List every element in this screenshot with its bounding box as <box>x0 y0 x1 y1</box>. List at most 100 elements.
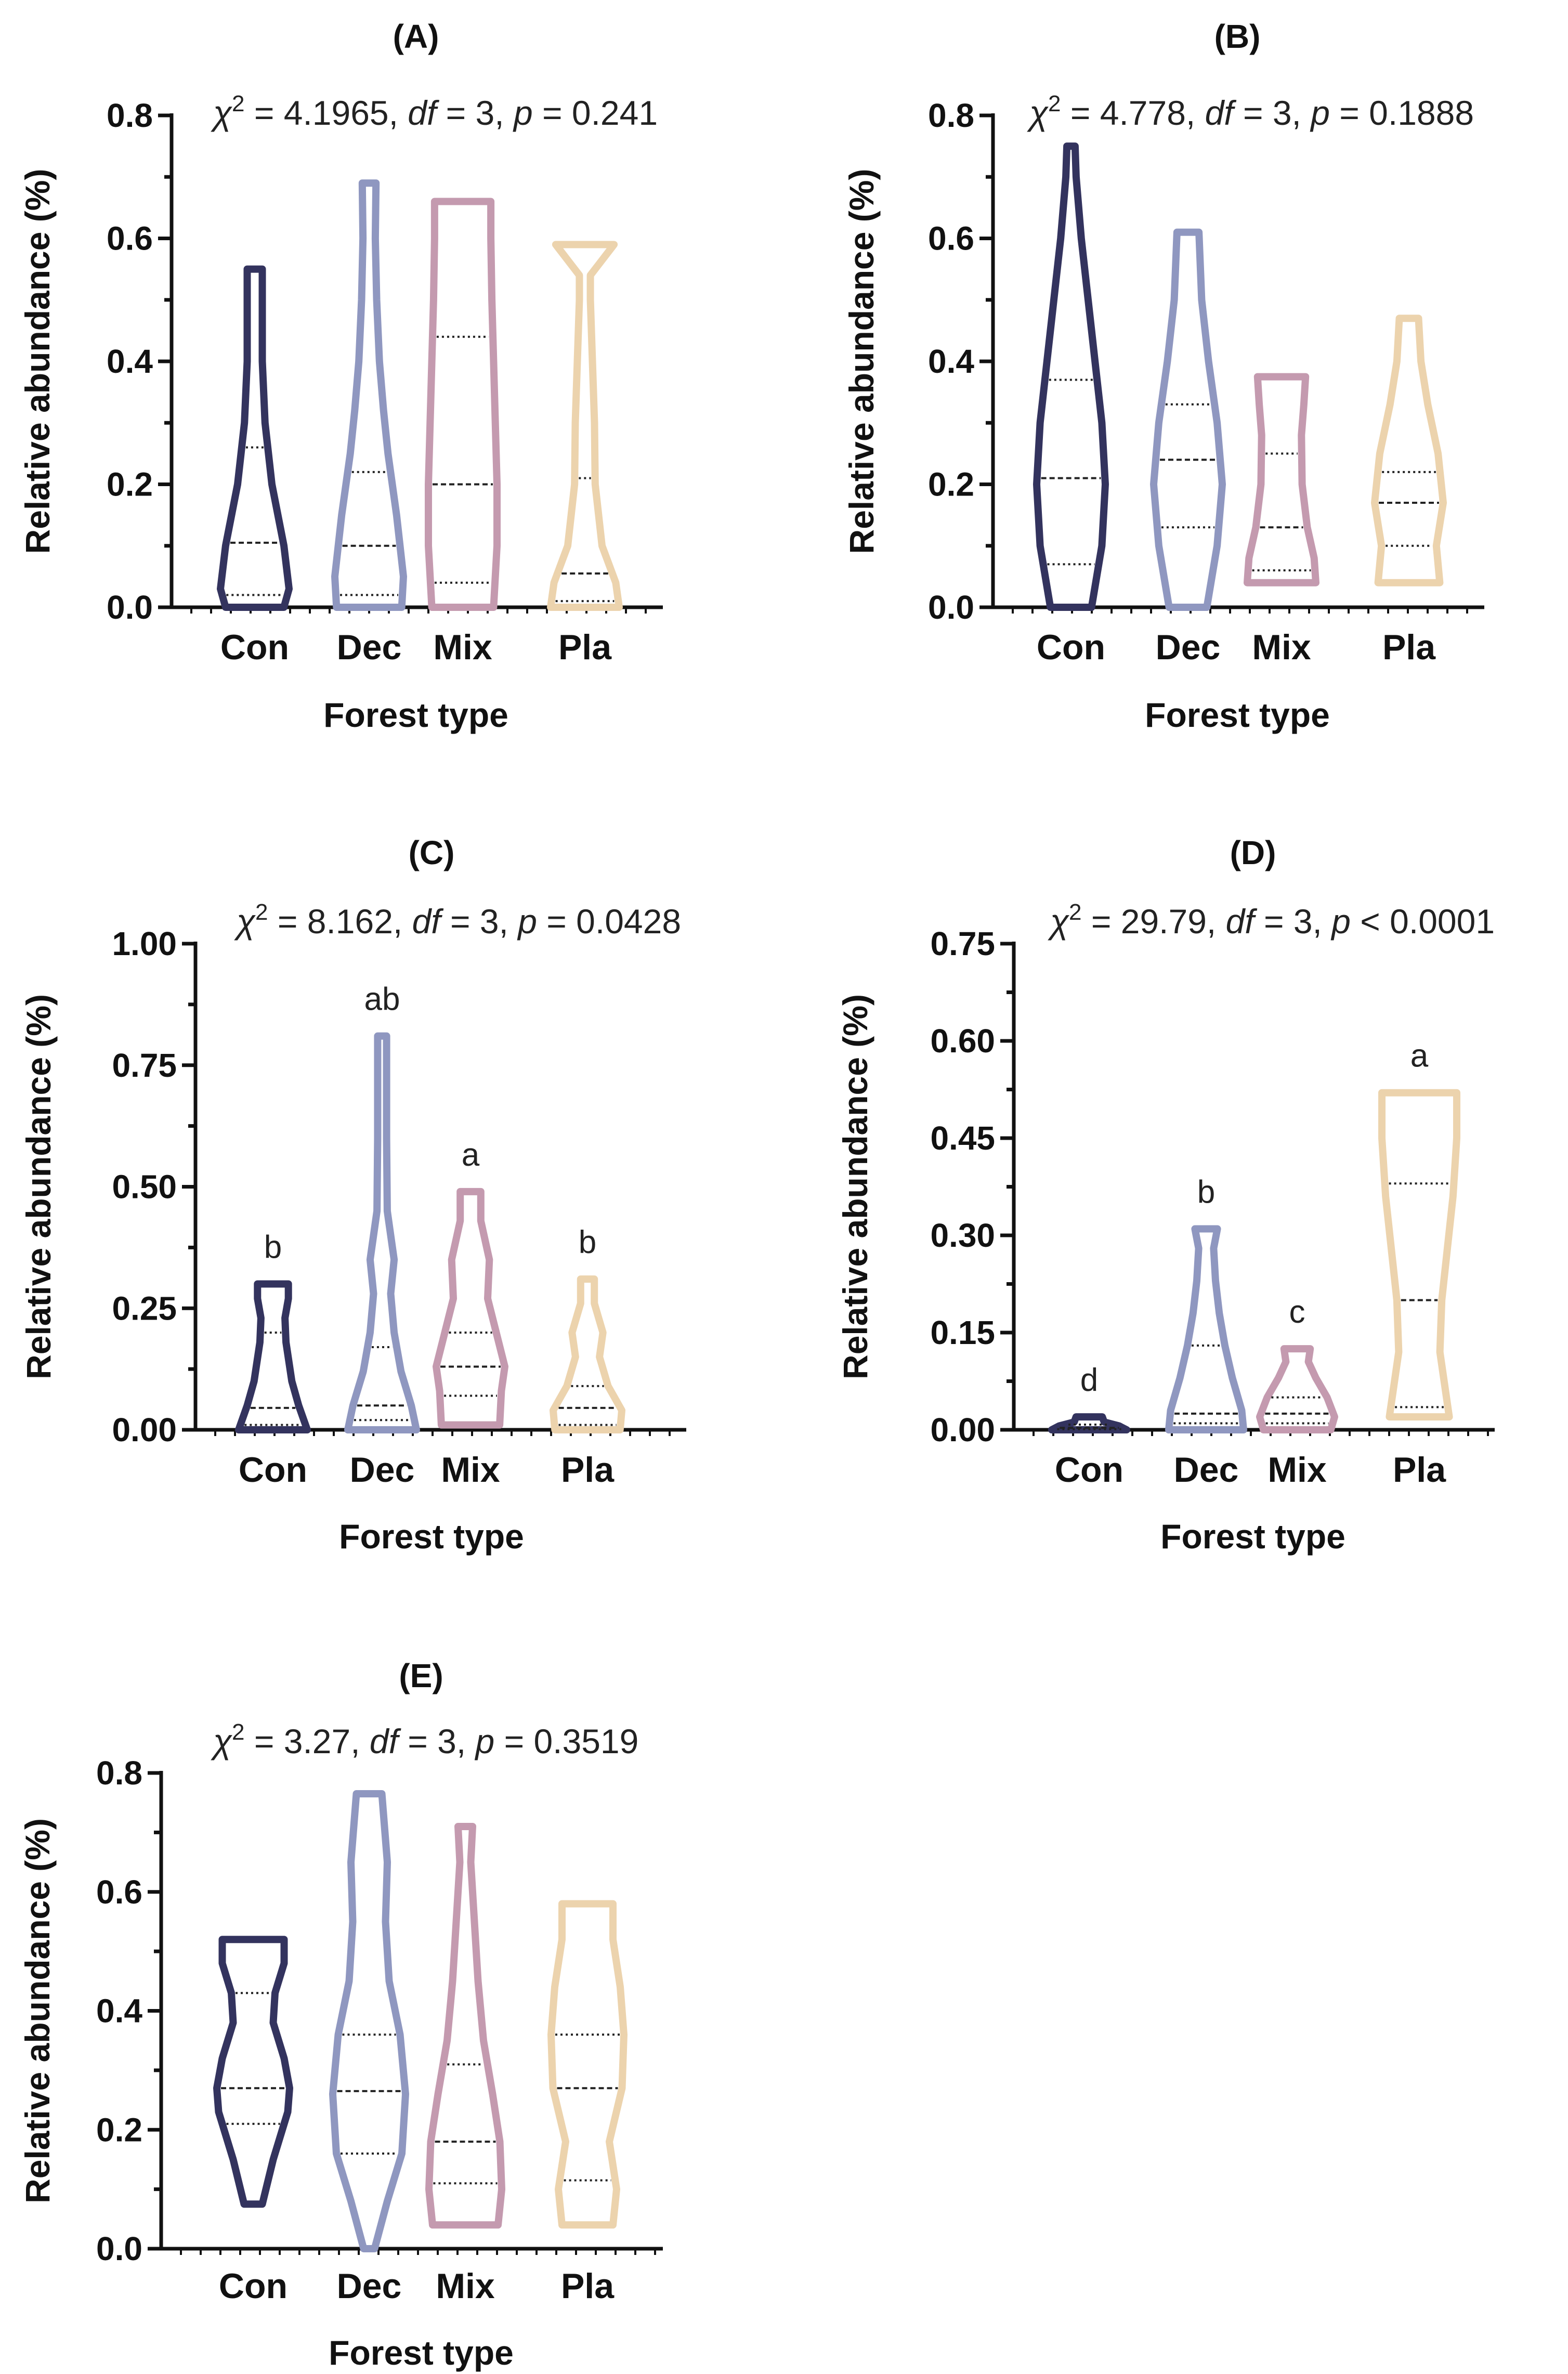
violin-outline <box>547 241 623 611</box>
y-axis-label: Relative abundance (%) <box>19 994 58 1379</box>
violin-outline <box>344 1032 420 1433</box>
significance-letter: d <box>1080 1362 1098 1398</box>
violin-outline <box>550 1275 625 1433</box>
y-tick-label: 0.30 <box>930 1217 995 1254</box>
x-tick-label: Con <box>220 628 289 667</box>
violin-mix <box>425 1822 505 2229</box>
y-axis-label: Relative abundance (%) <box>836 994 874 1379</box>
stat-p: p <box>513 94 533 132</box>
stat-chi-sup: 2 <box>232 91 244 116</box>
panel-title: (A) <box>393 18 439 55</box>
violin-pla <box>1371 315 1447 586</box>
panel-e: (E) χ2 = 3.27, df = 3, p = 0.3519 0.0 0.2 0.… <box>18 1657 663 2372</box>
stat-p-value: = 0.3519 <box>494 1722 638 1760</box>
y-tick-label: 0.00 <box>112 1411 177 1449</box>
violin-pla: a <box>1378 1038 1460 1421</box>
y-tick-label: 0.2 <box>96 2111 142 2148</box>
x-tick-label: Mix <box>433 628 492 667</box>
panel-title: (E) <box>399 1657 443 1694</box>
stat-chi-sup: 2 <box>232 1719 244 1745</box>
violin-outline <box>1048 1413 1130 1433</box>
violin-con: b <box>235 1230 311 1433</box>
significance-letter: c <box>1289 1294 1305 1330</box>
stat-annotation: χ2 = 4.778, df = 3, p = 0.1888 <box>1027 91 1474 132</box>
violin-con <box>217 265 293 611</box>
stat-chi-value: = 4.778, <box>1061 94 1205 132</box>
y-tick-label: 0.8 <box>107 97 153 134</box>
x-tick-label: Pla <box>558 628 612 667</box>
stat-p: p <box>1330 902 1351 941</box>
y-tick-label: 0.75 <box>112 1047 177 1084</box>
panel-title: (B) <box>1214 18 1261 55</box>
stat-annotation: χ2 = 8.162, df = 3, p = 0.0428 <box>234 899 681 941</box>
significance-letter: ab <box>364 982 400 1018</box>
violin-dec <box>329 1790 409 2252</box>
violin-dec: b <box>1165 1175 1247 1433</box>
violin-outline <box>1165 1225 1247 1433</box>
x-tick-label: Mix <box>436 2266 495 2306</box>
stat-annotation: χ2 = 4.1965, df = 3, p = 0.241 <box>211 91 658 132</box>
stat-df: df <box>1226 902 1258 941</box>
stat-df-value: = 3, <box>398 1722 476 1760</box>
y-tick-label: 0.00 <box>930 1411 995 1449</box>
y-tick-label: 0.75 <box>930 925 995 962</box>
stat-chi-sup: 2 <box>1069 899 1081 925</box>
y-tick-label: 0.60 <box>930 1022 995 1060</box>
violin-outline <box>1256 1345 1338 1433</box>
x-axis-label: Forest type <box>339 1517 524 1556</box>
violin-pla <box>547 1900 628 2229</box>
x-axis-label: Forest type <box>329 2333 514 2372</box>
violin-outline <box>235 1280 311 1433</box>
violin-outline <box>425 1822 505 2229</box>
significance-letter: a <box>1410 1038 1429 1074</box>
stat-df: df <box>370 1722 402 1760</box>
y-tick-label: 0.45 <box>930 1119 995 1157</box>
x-tick-label: Dec <box>1174 1450 1239 1490</box>
violin-con: d <box>1048 1362 1130 1433</box>
y-tick-label: 0.6 <box>107 220 153 257</box>
y-tick-label: 0.0 <box>107 589 153 626</box>
y-tick-label: 0.0 <box>928 589 974 626</box>
stat-p: p <box>1310 94 1330 132</box>
panel-c: (C) χ2 = 8.162, df = 3, p = 0.0428 0.00 0.2… <box>19 834 686 1556</box>
x-tick-label: Pla <box>561 1450 615 1490</box>
stat-chi-sup: 2 <box>255 899 268 925</box>
significance-letter: a <box>462 1137 480 1173</box>
x-tick-label: Con <box>219 2266 288 2306</box>
stat-chi: χ <box>211 94 232 132</box>
y-axis-label: Relative abundance (%) <box>18 1818 57 2203</box>
stat-df-value: = 3, <box>1255 902 1332 941</box>
panel-a: (A) χ2 = 4.1965, df = 3, p = 0.241 0.0 0.2 0… <box>18 18 663 734</box>
y-tick-label: 0.15 <box>930 1314 995 1351</box>
violin-outline <box>547 1900 628 2229</box>
violin-dec <box>331 179 407 611</box>
stat-p: p <box>517 902 537 941</box>
y-axis-label: Relative abundance (%) <box>18 169 57 554</box>
violin-outline <box>425 198 501 611</box>
x-tick-label: Con <box>239 1450 307 1490</box>
violin-outline <box>331 179 407 611</box>
y-axis-label: Relative abundance (%) <box>842 169 881 554</box>
violin-outline <box>1033 142 1109 611</box>
violin-outline <box>1150 228 1226 611</box>
stat-chi-value: = 8.162, <box>268 902 412 941</box>
y-tick-label: 0.0 <box>96 2230 142 2267</box>
stat-df: df <box>408 94 440 132</box>
stat-p-value: = 0.241 <box>533 94 658 132</box>
y-tick-label: 0.4 <box>107 343 153 380</box>
violin-mix: a <box>433 1137 508 1429</box>
x-tick-label: Mix <box>441 1450 500 1490</box>
x-axis-label: Forest type <box>1160 1517 1345 1556</box>
stat-p: p <box>475 1722 495 1760</box>
y-tick-label: 0.25 <box>112 1289 177 1327</box>
x-tick-label: Pla <box>561 2266 615 2306</box>
x-tick-label: Con <box>1037 628 1105 667</box>
x-tick-label: Dec <box>337 628 402 667</box>
stat-chi-value: = 29.79, <box>1082 902 1226 941</box>
stat-df-value: = 3, <box>436 94 514 132</box>
stat-chi: χ <box>1027 94 1049 132</box>
violin-outline <box>1244 373 1319 586</box>
stat-chi: χ <box>211 1722 232 1760</box>
x-tick-label: Mix <box>1252 628 1311 667</box>
